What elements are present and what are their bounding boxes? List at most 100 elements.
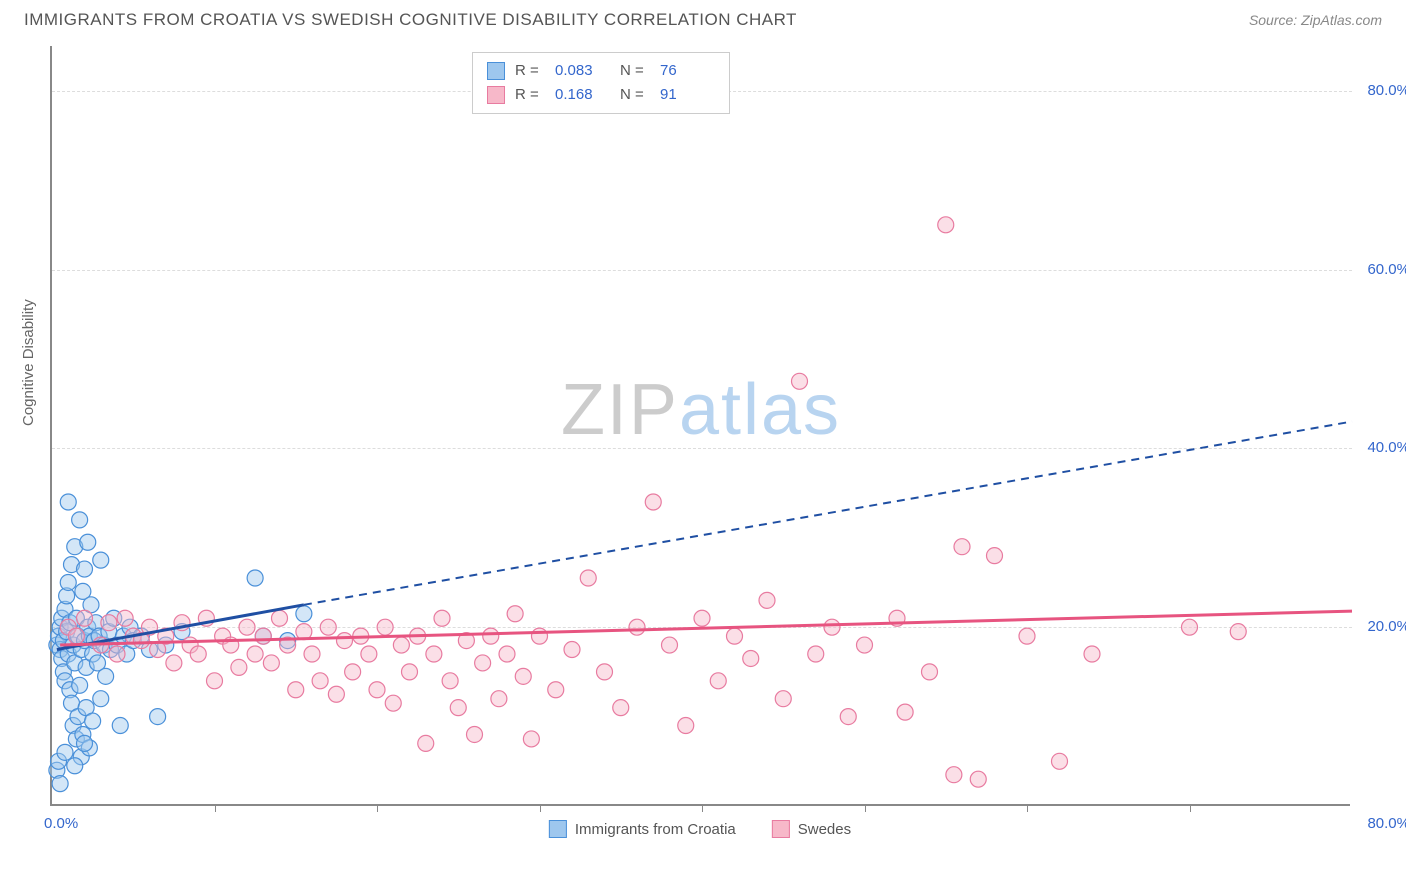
- legend-bottom: Immigrants from Croatia Swedes: [549, 820, 851, 838]
- data-point: [1084, 646, 1100, 662]
- y-axis-label: Cognitive Disability: [20, 299, 37, 426]
- n-label: N =: [620, 59, 650, 83]
- legend-stats: R = 0.083 N = 76 R = 0.168 N = 91: [472, 52, 730, 114]
- data-point: [613, 700, 629, 716]
- data-point: [77, 610, 93, 626]
- data-point: [77, 735, 93, 751]
- r-value-blue: 0.083: [555, 59, 610, 83]
- data-point: [272, 610, 288, 626]
- data-point: [60, 494, 76, 510]
- r-label: R =: [515, 83, 545, 107]
- data-point: [491, 691, 507, 707]
- n-value-pink: 91: [660, 83, 715, 107]
- data-point: [98, 668, 114, 684]
- chart-title: IMMIGRANTS FROM CROATIA VS SWEDISH COGNI…: [24, 10, 797, 30]
- data-point: [77, 561, 93, 577]
- source-label: Source: ZipAtlas.com: [1249, 12, 1382, 28]
- data-point: [93, 691, 109, 707]
- data-point: [57, 744, 73, 760]
- data-point: [515, 668, 531, 684]
- data-point: [231, 659, 247, 675]
- y-tick-label: 60.0%: [1355, 261, 1406, 278]
- data-point: [117, 610, 133, 626]
- data-point: [296, 606, 312, 622]
- data-point: [580, 570, 596, 586]
- data-point: [68, 628, 84, 644]
- x-tick: [540, 804, 541, 812]
- n-label: N =: [620, 83, 650, 107]
- data-point: [694, 610, 710, 626]
- x-max-label: 80.0%: [1367, 815, 1406, 832]
- y-tick-label: 20.0%: [1355, 618, 1406, 635]
- data-point: [67, 758, 83, 774]
- data-point: [532, 628, 548, 644]
- data-point: [312, 673, 328, 689]
- data-point: [60, 574, 76, 590]
- data-point: [1052, 753, 1068, 769]
- swatch-pink-icon: [772, 820, 790, 838]
- data-point: [109, 646, 125, 662]
- x-tick: [377, 804, 378, 812]
- data-point: [328, 686, 344, 702]
- data-point: [987, 548, 1003, 564]
- data-point: [426, 646, 442, 662]
- legend-item-swedes: Swedes: [772, 820, 851, 838]
- x-min-label: 0.0%: [44, 815, 78, 832]
- data-point: [727, 628, 743, 644]
- data-point: [946, 767, 962, 783]
- swatch-pink: [487, 86, 505, 104]
- data-point: [564, 642, 580, 658]
- r-value-pink: 0.168: [555, 83, 610, 107]
- header: IMMIGRANTS FROM CROATIA VS SWEDISH COGNI…: [0, 0, 1406, 38]
- data-point: [743, 650, 759, 666]
- swatch-blue: [487, 62, 505, 80]
- data-point: [897, 704, 913, 720]
- data-point: [523, 731, 539, 747]
- y-tick-label: 80.0%: [1355, 82, 1406, 99]
- trend-line-dashed: [304, 422, 1352, 605]
- y-tick-label: 40.0%: [1355, 439, 1406, 456]
- n-value-blue: 76: [660, 59, 715, 83]
- data-point: [1182, 619, 1198, 635]
- data-point: [629, 619, 645, 635]
- data-point: [101, 615, 117, 631]
- data-point: [337, 633, 353, 649]
- x-tick: [1190, 804, 1191, 812]
- data-point: [710, 673, 726, 689]
- data-point: [345, 664, 361, 680]
- data-point: [808, 646, 824, 662]
- legend-label-croatia: Immigrants from Croatia: [575, 821, 736, 838]
- data-point: [442, 673, 458, 689]
- chart-area: Cognitive Disability ZIPatlas 20.0%40.0%…: [50, 46, 1350, 806]
- data-point: [450, 700, 466, 716]
- data-point: [467, 726, 483, 742]
- swatch-blue-icon: [549, 820, 567, 838]
- data-point: [288, 682, 304, 698]
- data-point: [207, 673, 223, 689]
- data-point: [499, 646, 515, 662]
- legend-stats-row-pink: R = 0.168 N = 91: [487, 83, 715, 107]
- data-point: [483, 628, 499, 644]
- data-point: [938, 217, 954, 233]
- data-point: [320, 619, 336, 635]
- data-point: [166, 655, 182, 671]
- data-point: [304, 646, 320, 662]
- data-point: [824, 619, 840, 635]
- scatter-svg: [52, 46, 1352, 806]
- data-point: [393, 637, 409, 653]
- data-point: [369, 682, 385, 698]
- data-point: [475, 655, 491, 671]
- data-point: [507, 606, 523, 622]
- data-point: [1019, 628, 1035, 644]
- data-point: [840, 709, 856, 725]
- data-point: [80, 534, 96, 550]
- legend-item-croatia: Immigrants from Croatia: [549, 820, 736, 838]
- data-point: [85, 713, 101, 729]
- data-point: [775, 691, 791, 707]
- data-point: [434, 610, 450, 626]
- data-point: [662, 637, 678, 653]
- data-point: [759, 592, 775, 608]
- data-point: [52, 776, 68, 792]
- data-point: [190, 646, 206, 662]
- data-point: [72, 512, 88, 528]
